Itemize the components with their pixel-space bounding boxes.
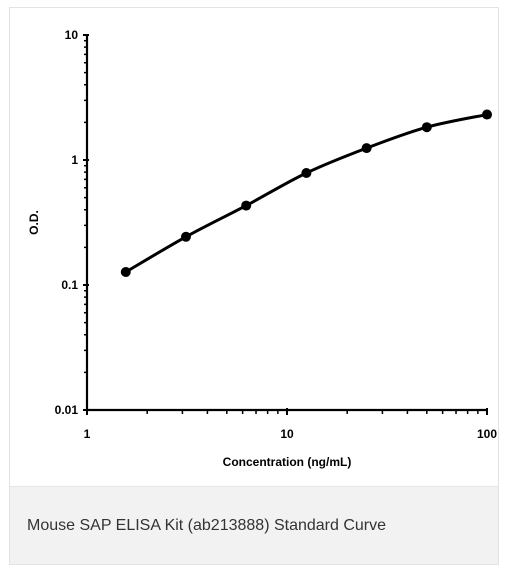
data-point (301, 168, 312, 179)
x-tick-label: 1 (84, 427, 91, 441)
data-point (180, 231, 191, 242)
y-tick-label: 0.1 (61, 278, 78, 292)
series-line (124, 113, 489, 274)
x-axis-title: Concentration (ng/mL) (223, 455, 352, 469)
y-tick-label: 1 (71, 153, 78, 167)
y-tick-label: 0.01 (55, 403, 79, 417)
x-tick-label: 10 (280, 427, 294, 441)
x-tick-label: 100 (477, 427, 497, 441)
ticks (83, 34, 488, 415)
standard-curve-chart: 0.01 0.1 1 10 1 10 100 Concentration (ng/mL) O… (27, 28, 498, 469)
figure-card: 0.01 0.1 1 10 1 10 100 Concentration (ng/mL) O… (9, 7, 499, 565)
axes (85, 35, 487, 412)
data-point (421, 122, 432, 133)
data-points (120, 109, 492, 278)
data-point (120, 267, 131, 278)
tick-labels: 0.01 0.1 1 10 1 10 100 (55, 28, 498, 441)
data-point (361, 143, 372, 154)
y-axis-title: O.D. (27, 210, 41, 235)
plot-area: 0.01 0.1 1 10 1 10 100 Concentration (ng/mL) O… (10, 8, 498, 486)
data-point (241, 200, 252, 211)
figure-caption: Mouse SAP ELISA Kit (ab213888) Standard … (27, 517, 387, 534)
data-point (482, 109, 492, 120)
caption-bar: Mouse SAP ELISA Kit (ab213888) Standard … (10, 486, 498, 564)
y-tick-label: 10 (65, 28, 79, 42)
